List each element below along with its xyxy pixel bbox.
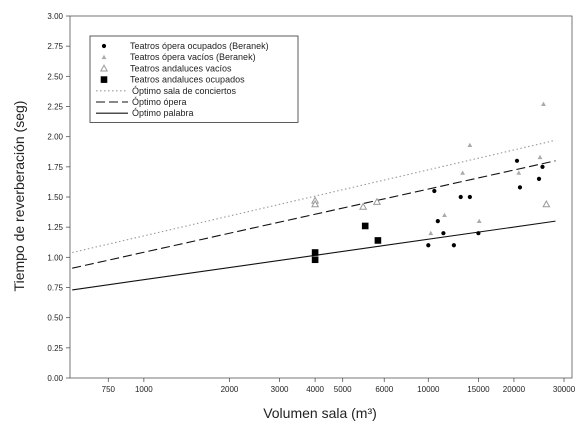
y-tick-label: 0.75 <box>47 284 63 293</box>
x-tick-label: 10000 <box>417 385 440 394</box>
point-series-0 <box>451 243 456 248</box>
point-series-0 <box>467 194 472 200</box>
y-tick-label: 1.25 <box>47 223 63 232</box>
legend-marker-swatch <box>101 43 107 49</box>
x-tick-label: 20000 <box>503 385 526 394</box>
y-tick-label: 2.75 <box>47 42 63 51</box>
x-tick-label: 4000 <box>306 385 324 394</box>
optimum-lines <box>72 139 556 291</box>
point-series-0 <box>476 231 481 236</box>
y-tick-label: 2.25 <box>47 103 63 112</box>
x-tick-label: 30000 <box>553 385 576 394</box>
legend-entry-label: Teatros andaluces vacíos <box>130 63 232 73</box>
y-axis-title: Tiempo de reverberación (seg) <box>11 101 27 292</box>
legend-marker-swatch <box>101 54 107 60</box>
point-series-0 <box>426 243 431 248</box>
legend-entry-label: Óptimo ópera <box>132 97 187 107</box>
data-points <box>311 101 551 264</box>
point-series-1 <box>541 101 546 107</box>
point-series-2 <box>372 197 382 205</box>
legend-entry-label: Óptimo sala de conciertos <box>132 86 237 96</box>
x-axis-title: Volumen sala (m³) <box>263 405 377 421</box>
point-series-3 <box>361 222 369 230</box>
point-series-3 <box>311 249 319 256</box>
point-series-1 <box>460 170 466 175</box>
point-series-0 <box>517 185 523 190</box>
x-tick-label: 3000 <box>271 385 289 394</box>
x-tick-label: 1000 <box>135 385 153 394</box>
point-series-3 <box>374 237 382 244</box>
legend-entry-label: Teatros andaluces ocupados <box>130 75 245 85</box>
point-series-3 <box>311 256 319 264</box>
series-line-5 <box>72 160 556 269</box>
y-tick-label: 0.00 <box>47 374 63 383</box>
point-series-1 <box>442 212 447 218</box>
legend-marker-swatch <box>99 64 109 72</box>
y-tick-label: 1.00 <box>47 253 63 262</box>
y-tick-label: 1.50 <box>47 193 63 202</box>
y-tick-label: 0.25 <box>47 344 63 353</box>
y-tick-label: 0.50 <box>47 314 63 323</box>
y-tick-label: 2.50 <box>47 72 63 81</box>
series-line-4 <box>72 139 556 254</box>
x-tick-label: 2000 <box>221 385 239 394</box>
point-series-0 <box>514 158 520 163</box>
point-series-1 <box>537 154 543 160</box>
point-series-0 <box>536 176 542 181</box>
point-series-0 <box>432 188 437 194</box>
point-series-1 <box>428 230 434 236</box>
y-tick-label: 2.00 <box>47 133 63 142</box>
x-tick-label: 5000 <box>334 385 352 394</box>
legend-box <box>89 35 299 123</box>
point-series-1 <box>476 218 482 224</box>
point-series-2 <box>542 200 551 208</box>
point-series-2 <box>311 200 320 208</box>
legend-entry-label: Teatros ópera ocupados (Beranek) <box>130 41 269 51</box>
y-tick-label: 1.75 <box>47 163 63 172</box>
legend: Teatros ópera ocupados (Beranek)Teatros … <box>89 35 299 123</box>
point-series-1 <box>467 142 473 148</box>
x-tick-label: 6000 <box>375 385 393 394</box>
x-tick-label: 750 <box>102 385 116 394</box>
point-series-0 <box>540 164 545 169</box>
point-series-0 <box>435 219 440 224</box>
legend-entry-label: Óptimo palabra <box>132 108 194 118</box>
y-tick-label: 3.00 <box>47 12 63 21</box>
y-axis-ticks: 0.00 0.25 0.50 0.75 1.00 1.25 1.50 1.75 2.00 2.25… <box>47 12 70 383</box>
x-axis-ticks: 750 1000 2000 3000 4000 5000 6000 10000 15000 200… <box>102 378 576 394</box>
point-series-1 <box>516 170 522 175</box>
point-series-0 <box>458 194 463 200</box>
legend-marker-swatch <box>100 76 108 83</box>
legend-entry-label: Teatros ópera vacíos (Beranek) <box>130 52 256 62</box>
x-tick-label: 15000 <box>467 385 490 394</box>
point-series-2 <box>359 202 368 210</box>
point-series-0 <box>441 231 446 236</box>
